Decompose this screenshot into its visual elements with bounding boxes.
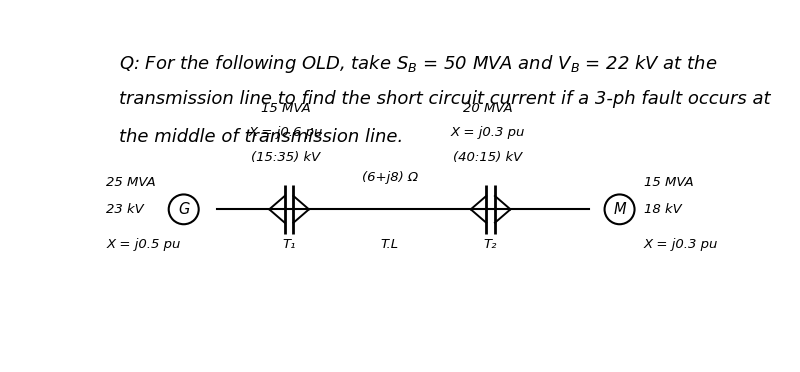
Text: T₁: T₁ [282, 238, 296, 251]
Text: 23 kV: 23 kV [106, 203, 144, 216]
Text: 20 MVA: 20 MVA [462, 102, 512, 115]
Text: X = j0.3 pu: X = j0.3 pu [644, 238, 718, 251]
Text: T₂: T₂ [484, 238, 498, 251]
Text: 15 MVA: 15 MVA [261, 102, 311, 115]
Text: T.L: T.L [381, 238, 399, 251]
Text: 25 MVA: 25 MVA [106, 176, 156, 189]
Text: 18 kV: 18 kV [644, 203, 682, 216]
Text: Q: For the following OLD, take $\mathregular{S_B}$ = 50 MVA and $\mathregular{V_: Q: For the following OLD, take $\mathreg… [118, 53, 717, 75]
Text: transmission line to find the short circuit current if a 3-ph fault occurs at: transmission line to find the short circ… [118, 90, 770, 109]
Text: G: G [178, 202, 190, 217]
Text: M: M [614, 202, 626, 217]
Text: (6+j8) Ω: (6+j8) Ω [362, 171, 418, 183]
Text: X = j0.6 pu: X = j0.6 pu [249, 126, 323, 139]
Text: 15 MVA: 15 MVA [644, 176, 694, 189]
Text: (15:35) kV: (15:35) kV [251, 151, 321, 164]
Text: X = j0.5 pu: X = j0.5 pu [106, 238, 181, 251]
Text: the middle of transmission line.: the middle of transmission line. [118, 128, 403, 146]
Text: (40:15) kV: (40:15) kV [453, 151, 522, 164]
Text: X = j0.3 pu: X = j0.3 pu [450, 126, 525, 139]
